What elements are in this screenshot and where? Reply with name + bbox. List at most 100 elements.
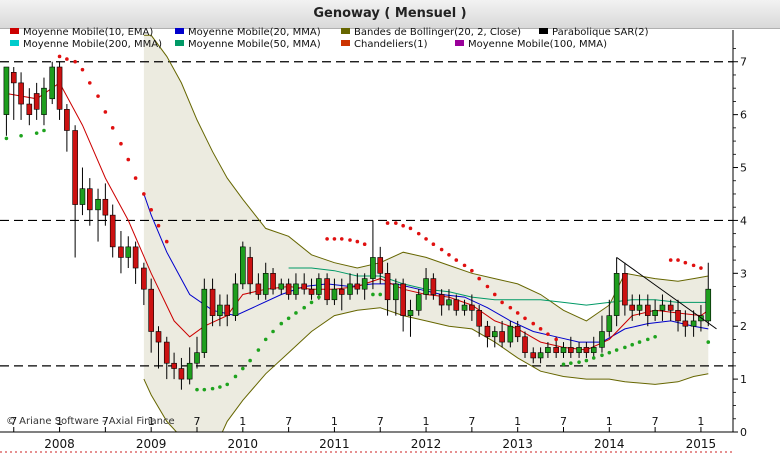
sar-dot bbox=[538, 327, 543, 331]
candle-body bbox=[293, 283, 299, 295]
candle-body bbox=[622, 273, 628, 306]
sar-dot bbox=[19, 133, 23, 138]
sar-dot bbox=[683, 260, 688, 265]
candle-body bbox=[407, 310, 414, 316]
candle-body bbox=[514, 325, 521, 338]
sar-dot bbox=[676, 258, 680, 262]
legend-label: Parabolique SAR(2) bbox=[552, 27, 649, 38]
sar-dot bbox=[607, 350, 612, 355]
sar-dot bbox=[600, 353, 604, 358]
candle-body bbox=[583, 347, 590, 353]
bollinger-band-fill bbox=[143, 35, 709, 432]
candle-body bbox=[415, 294, 422, 311]
candle-body bbox=[155, 331, 162, 343]
candle-body bbox=[301, 283, 307, 290]
y-tick-label: 3 bbox=[740, 267, 747, 280]
sar-dot bbox=[233, 374, 238, 379]
legend-label: Moyenne Mobile(200, MMA) bbox=[23, 39, 162, 50]
year-label: 2013 bbox=[502, 437, 533, 451]
candle-body bbox=[530, 352, 537, 359]
sar-dot bbox=[339, 237, 344, 241]
sar-dot bbox=[623, 345, 627, 350]
sar-dot bbox=[355, 239, 360, 244]
sar-dot bbox=[439, 247, 444, 252]
sar-dot bbox=[416, 231, 421, 236]
candle-body bbox=[186, 362, 193, 380]
candle-body bbox=[49, 66, 56, 100]
legend-label: Moyenne Mobile(10, EMA) bbox=[23, 27, 153, 38]
candle-body bbox=[347, 283, 353, 295]
candle-body bbox=[613, 273, 620, 316]
candle-body bbox=[324, 278, 330, 301]
candle-body bbox=[86, 188, 93, 211]
candle-body bbox=[682, 320, 689, 327]
legend-swatch bbox=[341, 28, 350, 34]
candle-body bbox=[26, 103, 33, 115]
sar-dot bbox=[699, 266, 703, 270]
year-label: 2010 bbox=[228, 437, 259, 451]
y-tick-label: 2 bbox=[740, 320, 747, 333]
legend-label: Moyenne Mobile(100, MMA) bbox=[468, 39, 607, 50]
sar-dot bbox=[149, 208, 153, 212]
legend-swatch bbox=[10, 40, 19, 46]
candle-body bbox=[545, 347, 551, 353]
candle-body bbox=[606, 315, 613, 332]
candle-body bbox=[599, 331, 605, 348]
copyright-text: © Ariane Software - Axial Finance bbox=[6, 416, 175, 427]
sar-dot bbox=[34, 131, 39, 135]
candle-body bbox=[285, 283, 292, 295]
candle-body bbox=[270, 273, 276, 290]
sar-dot bbox=[87, 81, 92, 85]
candle-body bbox=[64, 109, 70, 131]
sar-dot bbox=[4, 136, 9, 141]
candle-body bbox=[400, 283, 406, 316]
x-tick-label: 7 bbox=[652, 415, 659, 428]
sar-dot bbox=[110, 126, 115, 130]
candle-body bbox=[553, 347, 559, 353]
sar-dot bbox=[546, 332, 550, 336]
trend-line bbox=[616, 256, 717, 330]
y-tick-label: 6 bbox=[740, 109, 747, 122]
legend-swatch bbox=[175, 28, 184, 34]
candle-body bbox=[522, 336, 528, 353]
candle-body bbox=[316, 278, 322, 295]
sar-dot bbox=[577, 360, 581, 364]
sar-dot bbox=[73, 59, 77, 64]
x-tick-label: 7 bbox=[377, 415, 384, 428]
candle-body bbox=[308, 288, 315, 295]
x-tick-label: 7 bbox=[193, 415, 200, 428]
sar-dot bbox=[325, 237, 329, 241]
candle-body bbox=[491, 331, 498, 338]
sar-dot bbox=[156, 223, 161, 228]
sar-dot bbox=[65, 57, 69, 61]
candle-body bbox=[10, 72, 17, 84]
year-label: 2008 bbox=[44, 437, 75, 451]
sar-dot bbox=[302, 305, 306, 310]
candle-body bbox=[675, 310, 681, 322]
plot-area bbox=[0, 34, 733, 432]
sar-dot bbox=[241, 366, 245, 371]
candle-body bbox=[659, 304, 666, 311]
candle-body bbox=[163, 341, 170, 364]
sar-dot bbox=[561, 362, 566, 367]
x-tick-label: 1 bbox=[514, 415, 521, 428]
candle-body bbox=[705, 288, 712, 322]
candle-body bbox=[537, 352, 544, 359]
sar-dot bbox=[133, 176, 138, 180]
candle-body bbox=[41, 87, 47, 115]
x-tick-label: 1 bbox=[423, 415, 430, 428]
sar-dot bbox=[653, 334, 657, 339]
candle-body bbox=[377, 257, 384, 274]
candle-body bbox=[438, 294, 445, 306]
legend-label: Bandes de Bollinger(20, 2, Close) bbox=[354, 27, 521, 38]
sar-dot bbox=[80, 67, 85, 72]
sar-dot bbox=[348, 238, 352, 242]
candle-body bbox=[636, 304, 643, 311]
candle-body bbox=[102, 198, 109, 216]
sar-dot bbox=[385, 221, 390, 225]
sar-dot bbox=[332, 237, 337, 241]
sar-dot bbox=[668, 258, 673, 262]
year-label: 2012 bbox=[411, 437, 442, 451]
sar-dot bbox=[256, 348, 261, 352]
